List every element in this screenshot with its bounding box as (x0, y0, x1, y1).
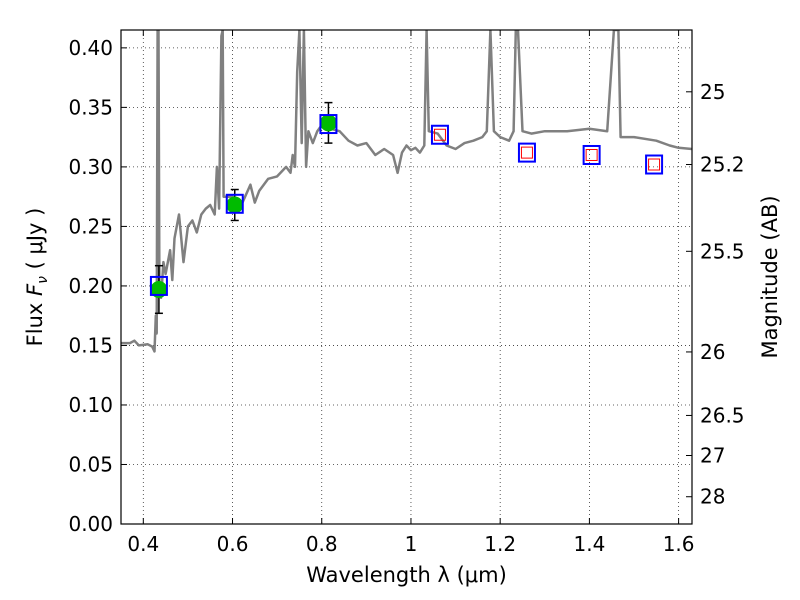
mag-tick-label: 27 (700, 444, 725, 468)
mag-tick-label: 26.5 (700, 403, 745, 427)
y-tick-label: 0.05 (68, 452, 113, 476)
observed-detection-point (319, 114, 337, 132)
y-tick-label: 0.00 (68, 512, 113, 536)
y-tick-label: 0.35 (68, 95, 113, 119)
mag-tick-label: 28 (700, 485, 725, 509)
model-photometry-square (225, 193, 244, 214)
y-tick-label: 0.30 (68, 155, 113, 179)
observed-point-square (585, 148, 598, 161)
tick-marks: 0.4 0.6 0.8 1 1.2 1.4 1.6 0.00 0.05 0.10 0.15 0.20 0… (68, 30, 745, 556)
x-tick-label: 1 (405, 532, 418, 556)
y-axis-right-label: Magnitude (AB) (758, 195, 782, 358)
x-axis-label: Wavelength λ (μm) (306, 563, 507, 587)
mag-tick-label: 26 (700, 340, 725, 364)
model-photometry-square (149, 275, 168, 296)
x-tick-label: 0.6 (217, 532, 249, 556)
y-axis-label: Flux Fν ( μJy ) (23, 208, 51, 347)
x-tick-label: 1.6 (663, 532, 695, 556)
model-photometry-square (319, 114, 338, 135)
clipped-data (121, 30, 692, 353)
axes-frame (120, 29, 693, 525)
observed-point-square (433, 128, 446, 141)
y-tick-label: 0.10 (68, 393, 113, 417)
y-tick-label: 0.40 (68, 36, 113, 60)
mag-tick-label: 25.2 (700, 153, 745, 177)
model-photometry-square (582, 144, 601, 165)
model-photometry-square (517, 142, 536, 163)
x-tick-label: 1.2 (484, 532, 516, 556)
y-tick-label: 0.25 (68, 214, 113, 238)
observed-detection-point (226, 196, 244, 214)
model-spectrum-line (121, 30, 692, 353)
x-tick-label: 0.8 (306, 532, 338, 556)
y-tick-label: 0.15 (68, 333, 113, 357)
grid-lines (121, 30, 692, 525)
observed-point-square (648, 158, 661, 171)
mag-tick-label: 25 (700, 80, 725, 104)
x-tick-label: 0.4 (127, 532, 159, 556)
plot-area (121, 30, 692, 353)
x-tick-label: 1.4 (573, 532, 605, 556)
model-photometry-square (430, 124, 449, 145)
y-tick-label: 0.20 (68, 274, 113, 298)
observed-point-square (520, 146, 533, 159)
mag-tick-label: 25.5 (700, 239, 745, 263)
model-photometry-square (645, 154, 664, 175)
